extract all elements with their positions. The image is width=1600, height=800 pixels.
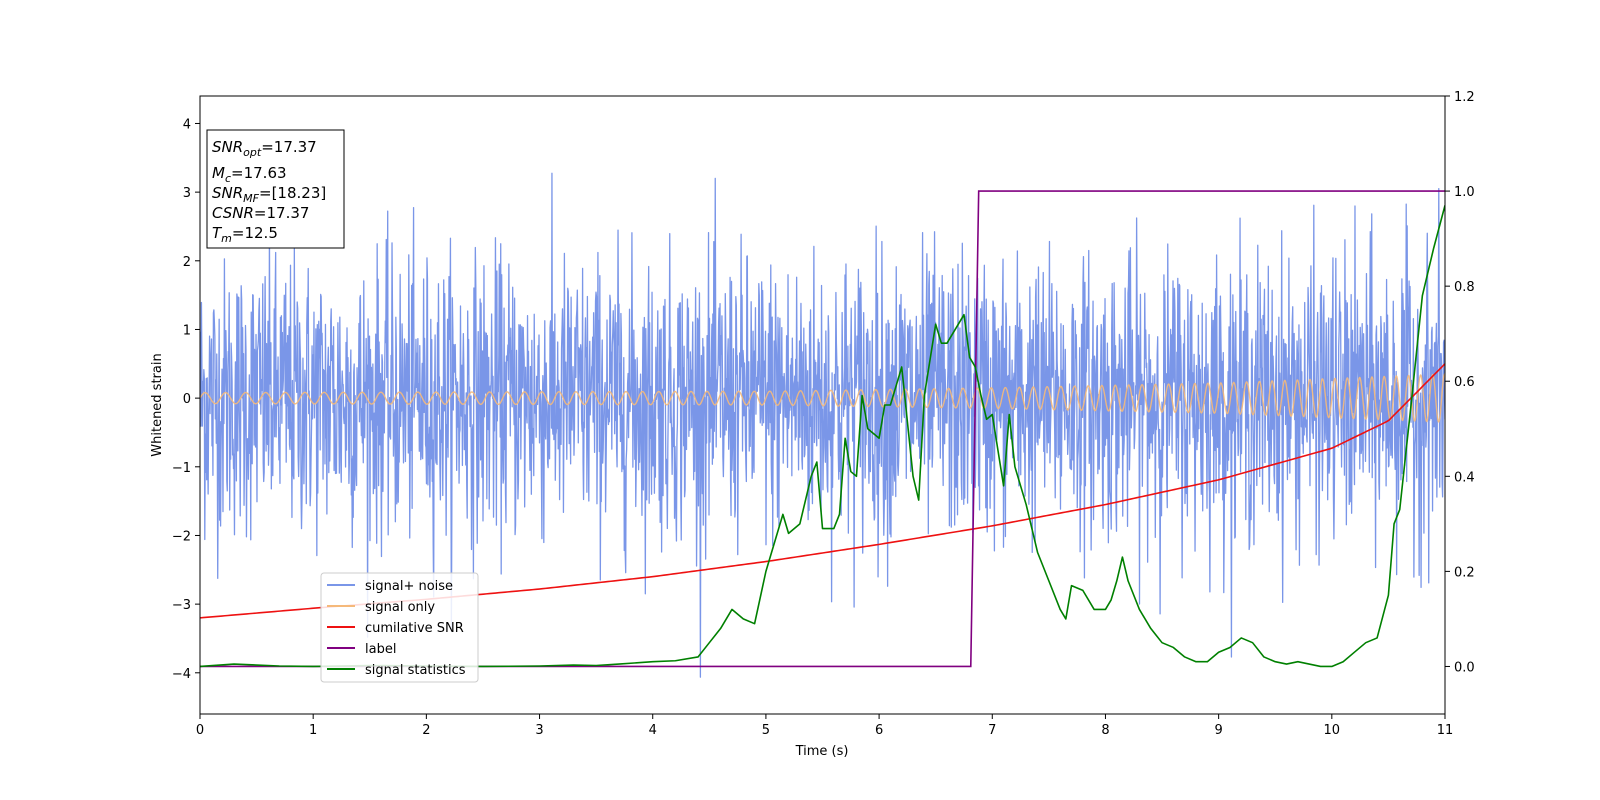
x-axis: 0 1 2 3 4 5 6 7 8 9 10 11 — [196, 714, 1453, 738]
x-tick-label: 3 — [535, 723, 543, 738]
y-tick-label: −4 — [172, 667, 191, 682]
legend-label-signal-noise: signal+ noise — [365, 579, 453, 594]
x-tick-label: 2 — [422, 723, 430, 738]
y-axis-left: −4 −3 −2 −1 0 1 2 3 4 — [172, 117, 200, 682]
annotation-snr-opt: SNRopt=17.37 — [212, 138, 317, 159]
x-tick-label: 0 — [196, 723, 204, 738]
y-tick-label: −1 — [172, 461, 191, 476]
x-tick-label: 9 — [1214, 723, 1222, 738]
x-tick-label: 8 — [1101, 723, 1109, 738]
x-axis-label: Time (s) — [795, 744, 849, 759]
series-label — [200, 190, 1445, 668]
x-tick-label: 5 — [762, 723, 770, 738]
x-tick-label: 6 — [875, 723, 883, 738]
y-tick-label: 1 — [183, 323, 191, 338]
y2-tick-label: 0.0 — [1454, 660, 1475, 675]
annotation-t-m: Tm=12.5 — [212, 224, 278, 245]
y-tick-label: −3 — [172, 598, 191, 613]
series-signal-noise — [200, 172, 1445, 678]
y-tick-label: 3 — [183, 186, 191, 201]
series-signal-only — [200, 372, 1445, 423]
x-tick-label: 11 — [1437, 723, 1454, 738]
legend-label-label: label — [365, 642, 396, 657]
y2-tick-label: 0.6 — [1454, 375, 1475, 390]
legend: signal+ noise signal only cumilative SNR… — [320, 572, 479, 683]
y2-tick-label: 1.0 — [1454, 185, 1475, 200]
x-tick-label: 4 — [649, 723, 657, 738]
y-tick-label: 0 — [183, 392, 191, 407]
annotation-box: SNRopt=17.37 Mc=17.63 SNRMF=[18.23] CSNR… — [206, 129, 345, 249]
annotation-csnr: CSNR=17.37 — [212, 204, 309, 222]
y-axis-right: 0.0 0.2 0.4 0.6 0.8 1.0 1.2 — [1445, 90, 1475, 675]
y-axis-label: Whitened strain — [150, 353, 165, 456]
y2-tick-label: 0.8 — [1454, 280, 1475, 295]
annotation-snr-mf: SNRMF=[18.23] — [212, 184, 326, 205]
x-tick-label: 10 — [1324, 723, 1341, 738]
legend-label-cumilative-snr: cumilative SNR — [365, 621, 464, 636]
y2-tick-label: 0.4 — [1454, 470, 1475, 485]
legend-label-signal-only: signal only — [365, 600, 435, 615]
y2-tick-label: 1.2 — [1454, 90, 1475, 105]
plot-frame — [199, 95, 1446, 715]
y-tick-label: 4 — [183, 117, 191, 132]
y-tick-label: −2 — [172, 529, 191, 544]
legend-label-signal-statistics: signal statistics — [365, 663, 466, 678]
x-tick-label: 1 — [309, 723, 317, 738]
annotation-m-c: Mc=17.63 — [212, 164, 287, 185]
series-signal-statistics — [200, 205, 1445, 668]
y-tick-label: 2 — [183, 255, 191, 270]
x-tick-label: 7 — [988, 723, 996, 738]
y2-tick-label: 0.2 — [1454, 565, 1475, 580]
